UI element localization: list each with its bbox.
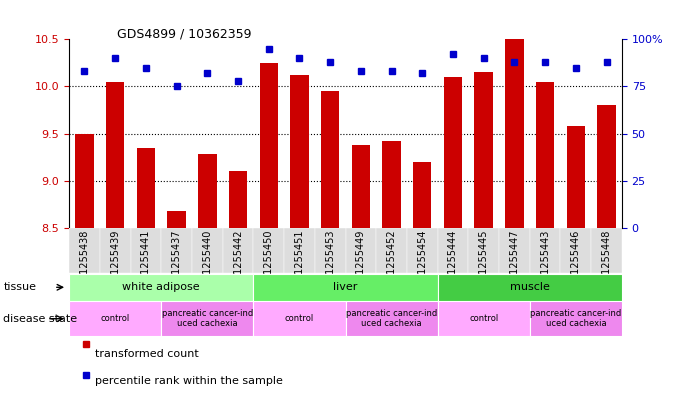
- Bar: [229, 171, 247, 228]
- Text: GSM1255439: GSM1255439: [110, 229, 120, 295]
- Text: GSM1255447: GSM1255447: [509, 229, 520, 295]
- Text: GDS4899 / 10362359: GDS4899 / 10362359: [117, 28, 252, 40]
- Bar: [315, 228, 346, 273]
- Bar: [69, 228, 100, 273]
- Bar: [100, 228, 131, 273]
- Bar: [254, 274, 437, 301]
- Bar: [437, 228, 468, 273]
- Bar: [69, 301, 161, 336]
- Bar: [530, 301, 622, 336]
- Bar: [346, 228, 376, 273]
- Bar: [382, 141, 401, 228]
- Text: control: control: [469, 314, 498, 323]
- Bar: [192, 228, 223, 273]
- Text: GSM1255451: GSM1255451: [294, 229, 305, 295]
- Text: liver: liver: [333, 282, 358, 292]
- Bar: [475, 72, 493, 228]
- Bar: [536, 82, 554, 228]
- Bar: [254, 301, 346, 336]
- Bar: [591, 228, 622, 273]
- Bar: [284, 228, 315, 273]
- Bar: [161, 228, 192, 273]
- Bar: [530, 228, 560, 273]
- Bar: [161, 301, 254, 336]
- Text: GSM1255445: GSM1255445: [479, 229, 489, 295]
- Text: GSM1255444: GSM1255444: [448, 229, 458, 295]
- Text: control: control: [101, 314, 130, 323]
- Bar: [437, 274, 622, 301]
- Text: tissue: tissue: [3, 282, 37, 292]
- Text: GSM1255452: GSM1255452: [386, 229, 397, 295]
- Bar: [131, 228, 161, 273]
- Text: pancreatic cancer-ind
uced cachexia: pancreatic cancer-ind uced cachexia: [346, 309, 437, 329]
- Bar: [468, 228, 499, 273]
- Text: white adipose: white adipose: [122, 282, 200, 292]
- Bar: [437, 301, 530, 336]
- Text: GSM1255438: GSM1255438: [79, 229, 89, 295]
- Text: GSM1255440: GSM1255440: [202, 229, 212, 295]
- Bar: [254, 228, 284, 273]
- Bar: [75, 134, 94, 228]
- Bar: [499, 228, 530, 273]
- Text: GSM1255450: GSM1255450: [264, 229, 274, 295]
- Bar: [444, 77, 462, 228]
- Bar: [413, 162, 431, 228]
- Text: GSM1255454: GSM1255454: [417, 229, 427, 295]
- Bar: [198, 154, 216, 228]
- Text: pancreatic cancer-ind
uced cachexia: pancreatic cancer-ind uced cachexia: [530, 309, 621, 329]
- Text: disease state: disease state: [3, 314, 77, 324]
- Text: GSM1255441: GSM1255441: [141, 229, 151, 295]
- Bar: [290, 75, 309, 228]
- Text: pancreatic cancer-ind
uced cachexia: pancreatic cancer-ind uced cachexia: [162, 309, 253, 329]
- Text: GSM1255443: GSM1255443: [540, 229, 550, 295]
- Bar: [567, 126, 585, 228]
- Text: percentile rank within the sample: percentile rank within the sample: [95, 376, 283, 386]
- Text: GSM1255453: GSM1255453: [325, 229, 335, 295]
- Bar: [260, 63, 278, 228]
- Bar: [352, 145, 370, 228]
- Bar: [505, 39, 524, 228]
- Text: GSM1255437: GSM1255437: [171, 229, 182, 295]
- Bar: [69, 274, 254, 301]
- Bar: [376, 228, 407, 273]
- Text: GSM1255442: GSM1255442: [233, 229, 243, 295]
- Text: GSM1255446: GSM1255446: [571, 229, 581, 295]
- Text: muscle: muscle: [510, 282, 550, 292]
- Text: GSM1255449: GSM1255449: [356, 229, 366, 295]
- Bar: [106, 82, 124, 228]
- Bar: [321, 91, 339, 228]
- Bar: [560, 228, 591, 273]
- Bar: [137, 148, 155, 228]
- Bar: [597, 105, 616, 228]
- Bar: [346, 301, 437, 336]
- Text: GSM1255448: GSM1255448: [602, 229, 612, 295]
- Text: transformed count: transformed count: [95, 349, 199, 359]
- Text: control: control: [285, 314, 314, 323]
- Bar: [407, 228, 437, 273]
- Bar: [223, 228, 254, 273]
- Bar: [167, 211, 186, 228]
